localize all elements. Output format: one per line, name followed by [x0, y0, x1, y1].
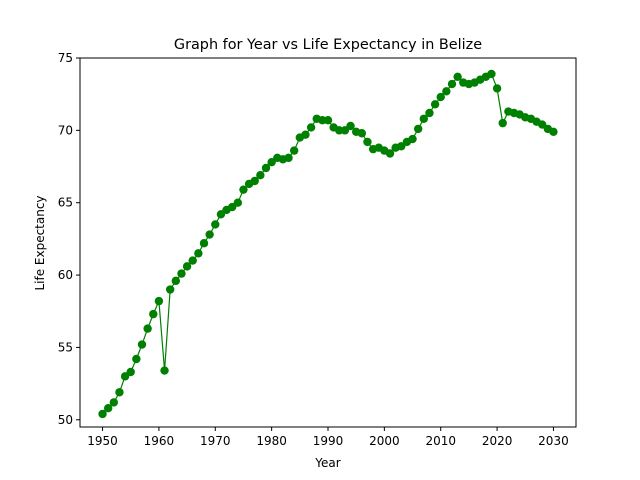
data-point — [442, 87, 451, 96]
data-point — [182, 262, 192, 271]
data-point — [109, 398, 119, 407]
data-point — [177, 269, 186, 278]
data-point — [430, 100, 440, 109]
y-tick-label: 60 — [58, 268, 73, 282]
data-point — [289, 146, 299, 155]
x-tick-label: 1970 — [200, 434, 231, 448]
data-point — [115, 388, 124, 397]
data-point — [160, 366, 169, 375]
x-tick-label: 2010 — [425, 434, 456, 448]
data-point — [498, 118, 507, 128]
data-point — [126, 367, 135, 377]
x-tick-label: 1960 — [144, 434, 175, 448]
data-point — [98, 409, 107, 419]
data-point — [199, 239, 209, 248]
data-point — [306, 123, 316, 132]
x-axis-label: Year — [314, 456, 340, 470]
data-point — [549, 127, 558, 136]
x-tick-label: 2030 — [538, 434, 569, 448]
data-point — [492, 84, 502, 93]
data-point — [436, 92, 445, 102]
x-tick-label: 1980 — [256, 434, 287, 448]
data-point — [323, 116, 333, 125]
data-point — [211, 220, 220, 229]
data-point — [256, 171, 265, 180]
chart-title: Graph for Year vs Life Expectancy in Bel… — [174, 37, 482, 53]
data-point — [413, 124, 423, 134]
data-point — [239, 185, 248, 194]
data-point — [419, 114, 429, 123]
y-tick-label: 55 — [58, 340, 73, 354]
data-point — [425, 108, 434, 118]
data-point — [447, 79, 457, 89]
data-point — [385, 149, 395, 158]
data-point — [408, 134, 417, 144]
y-tick-label: 50 — [58, 413, 73, 427]
y-tick-label: 70 — [58, 123, 73, 137]
data-point — [284, 153, 293, 163]
y-axis-label: Life Expectancy — [33, 195, 47, 290]
data-point — [363, 137, 372, 147]
data-point — [487, 69, 496, 79]
data-point — [188, 256, 197, 265]
y-tick-label: 65 — [58, 196, 73, 210]
series-line — [102, 73, 554, 415]
data-point — [154, 296, 164, 306]
data-point — [165, 285, 175, 294]
y-axis: 50 55 60 65 70 75 — [58, 51, 80, 427]
x-tick-label: 2000 — [369, 434, 400, 448]
x-tick-label: 1990 — [313, 434, 344, 448]
data-point — [233, 198, 243, 207]
data-point — [171, 276, 181, 286]
data-point — [103, 403, 113, 413]
data-point — [205, 230, 214, 239]
y-tick-label: 75 — [58, 51, 73, 65]
data-point — [132, 354, 141, 364]
x-tick-label: 1950 — [87, 434, 118, 448]
life-expectancy-series — [98, 69, 558, 419]
data-point — [137, 340, 147, 349]
data-point — [301, 130, 310, 139]
data-point — [250, 176, 259, 186]
x-tick-label: 2020 — [482, 434, 513, 448]
data-point — [143, 324, 152, 333]
data-point — [346, 121, 355, 131]
data-point — [357, 129, 367, 138]
x-axis: 1950 1960 1970 1980 1990 2000 2010 2020 2030 — [87, 427, 569, 448]
data-point — [194, 249, 203, 258]
data-point — [149, 309, 158, 319]
data-point — [453, 72, 462, 82]
data-point — [261, 163, 271, 173]
